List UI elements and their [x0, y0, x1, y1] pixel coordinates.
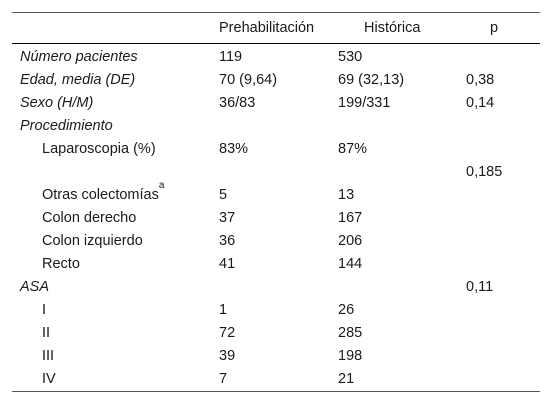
- row-label-text: IV: [42, 371, 56, 387]
- table-header-row: Prehabilitación Histórica p: [12, 13, 540, 43]
- historica-value: 69 (32,13): [338, 72, 405, 88]
- row-label-text: ASA: [20, 279, 50, 295]
- table-body: Número pacientes 119 530 Edad, media (DE) 70…: [12, 46, 540, 391]
- table-top-rule: [12, 12, 540, 13]
- historica-value: 21: [338, 371, 355, 387]
- row-label: Procedimiento: [20, 115, 113, 138]
- table-header-rule: [12, 43, 540, 44]
- table-row: III 39 198: [12, 345, 540, 368]
- row-label-text: Procedimiento: [20, 118, 113, 134]
- historica-value: 87%: [338, 141, 368, 157]
- row-label-text: I: [42, 302, 47, 318]
- header-historica: Histórica: [364, 20, 421, 36]
- historica-value: 167: [338, 210, 363, 226]
- table-row: II 72 285: [12, 322, 540, 345]
- header-prehabilitacion: Prehabilitación: [219, 20, 315, 36]
- header-p: p: [490, 20, 499, 36]
- row-label: Edad, media (DE): [20, 69, 135, 92]
- row-label: II: [42, 322, 50, 345]
- table-row: ASA 0,11: [12, 276, 540, 299]
- prehabilitacion-value: 41: [219, 256, 236, 272]
- table-row: Colon izquierdo 36 206: [12, 230, 540, 253]
- data-table: Prehabilitación Histórica p Número pacie…: [12, 12, 540, 392]
- footnote-marker: a: [158, 180, 165, 192]
- row-label: Otras colectomíasa: [42, 181, 164, 207]
- row-label-text: Número pacientes: [20, 49, 138, 65]
- prehabilitacion-value: 37: [219, 210, 236, 226]
- historica-value: 198: [338, 348, 363, 364]
- historica-value: 199/331: [338, 95, 391, 111]
- historica-value: 144: [338, 256, 363, 272]
- row-label: Laparoscopia (%): [42, 138, 156, 161]
- table-row: 0,185: [12, 161, 540, 184]
- row-label: IV: [42, 368, 56, 391]
- table-row: Número pacientes 119 530: [12, 46, 540, 69]
- row-label: Colon izquierdo: [42, 230, 143, 253]
- prehabilitacion-value: 39: [219, 348, 236, 364]
- row-label-text: Otras colectomías: [42, 187, 159, 203]
- historica-value: 530: [338, 49, 363, 65]
- row-label-text: Sexo (H/M): [20, 95, 94, 111]
- table-row: Sexo (H/M) 36/83 199/331 0,14: [12, 92, 540, 115]
- row-label: Número pacientes: [20, 46, 138, 69]
- historica-value: 206: [338, 233, 363, 249]
- row-label: III: [42, 345, 54, 368]
- p-value: 0,11: [466, 279, 494, 295]
- prehabilitacion-value: 119: [219, 49, 243, 65]
- prehabilitacion-value: 70 (9,64): [219, 72, 278, 88]
- row-label-text: Colon derecho: [42, 210, 137, 226]
- prehabilitacion-value: 5: [219, 187, 228, 203]
- prehabilitacion-value: 1: [219, 302, 228, 318]
- p-value: 0,38: [466, 72, 495, 88]
- table-row: IV 7 21: [12, 368, 540, 391]
- prehabilitacion-value: 83%: [219, 141, 249, 157]
- row-label-text: Laparoscopia (%): [42, 141, 156, 157]
- row-label-text: Colon izquierdo: [42, 233, 143, 249]
- historica-value: 13: [338, 187, 355, 203]
- prehabilitacion-value: 7: [219, 371, 228, 387]
- historica-value: 285: [338, 325, 363, 341]
- table-row: I 1 26: [12, 299, 540, 322]
- row-label: ASA: [20, 276, 49, 299]
- row-label-text: Recto: [42, 256, 80, 272]
- table-row: Procedimiento: [12, 115, 540, 138]
- prehabilitacion-value: 72: [219, 325, 236, 341]
- table-row: Recto 41 144: [12, 253, 540, 276]
- row-label: Colon derecho: [42, 207, 136, 230]
- row-label-text: Edad, media (DE): [20, 72, 136, 88]
- table-row: Laparoscopia (%) 83% 87%: [12, 138, 540, 161]
- table-row: Colon derecho 37 167: [12, 207, 540, 230]
- table-bottom-rule: [12, 391, 540, 392]
- row-label: I: [42, 299, 46, 322]
- prehabilitacion-value: 36/83: [219, 95, 256, 111]
- historica-value: 26: [338, 302, 355, 318]
- row-label: Recto: [42, 253, 80, 276]
- prehabilitacion-value: 36: [219, 233, 236, 249]
- row-label-text: III: [42, 348, 55, 364]
- row-label-text: II: [42, 325, 51, 341]
- row-label: Sexo (H/M): [20, 92, 93, 115]
- table-row: Edad, media (DE) 70 (9,64) 69 (32,13) 0,38: [12, 69, 540, 92]
- p-value: 0,14: [466, 95, 495, 111]
- p-value: 0,185: [466, 164, 503, 180]
- table-row: Otras colectomíasa 5 13: [12, 181, 540, 207]
